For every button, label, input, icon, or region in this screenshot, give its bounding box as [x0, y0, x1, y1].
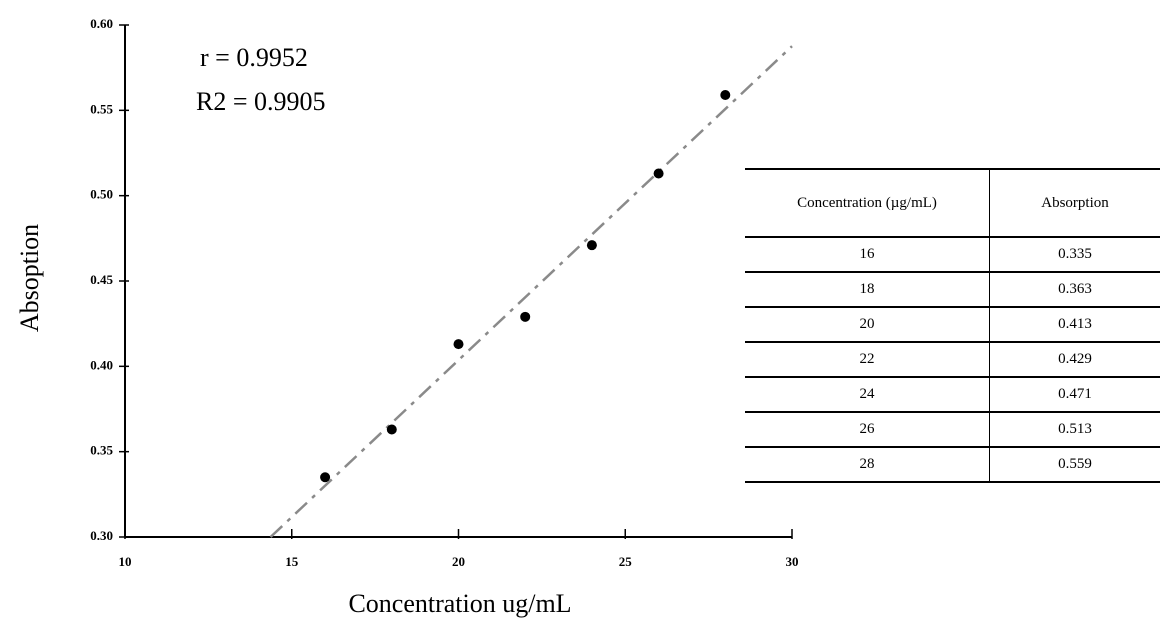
- table-cell: 18: [745, 271, 990, 308]
- y-tick-label: 0.30: [90, 528, 113, 543]
- data-table: Concentration (µg/mL) Absorption 16 0.335 18…: [745, 168, 1160, 483]
- point: [520, 311, 531, 322]
- y-tick-label: 0.40: [90, 357, 113, 372]
- x-tick-label: 10: [119, 554, 132, 569]
- trend-line: [269, 45, 793, 538]
- table-row: 26 0.513: [745, 411, 1160, 448]
- table-cell: 0.429: [989, 341, 1160, 378]
- y-tick-label: 0.45: [90, 272, 113, 287]
- y-tick-label: 0.60: [90, 16, 113, 31]
- table-cell: 16: [745, 236, 990, 273]
- annotation: r = 0.9952: [200, 43, 308, 72]
- table-row: 22 0.429: [745, 341, 1160, 378]
- header-row: Concentration (µg/mL) Absorption: [745, 168, 1160, 238]
- table-cell: 0.363: [989, 271, 1160, 308]
- point: [653, 168, 664, 179]
- point: [453, 339, 464, 350]
- table-cell: 0.335: [989, 236, 1160, 273]
- table-cell: 0.559: [989, 446, 1160, 483]
- y-tick-label: 0.50: [90, 187, 113, 202]
- chart: r = 0.9952 R2 = 0.9905 Concentration ug/…: [15, 16, 799, 618]
- x-tick-label: 20: [452, 554, 465, 569]
- table-row: 16 0.335: [745, 236, 1160, 273]
- x-tick-label: 15: [285, 554, 299, 569]
- table-row: 20 0.413: [745, 306, 1160, 343]
- point: [320, 472, 331, 483]
- x-axis-label: Concentration ug/mL: [348, 589, 571, 618]
- table-cell: 28: [745, 446, 990, 483]
- table-row: 28 0.559: [745, 446, 1160, 483]
- table-cell: 26: [745, 411, 990, 448]
- x-tick-label: 30: [786, 554, 799, 569]
- annotation: R2 = 0.9905: [196, 87, 326, 116]
- point: [720, 89, 731, 100]
- table-row: 18 0.363: [745, 271, 1160, 308]
- y-axis-label: Absoption: [15, 224, 44, 332]
- table-cell: 20: [745, 306, 990, 343]
- header-cell: Concentration (µg/mL): [745, 168, 990, 238]
- table-cell: 0.471: [989, 376, 1160, 413]
- y-tick-label: 0.35: [90, 443, 113, 458]
- table-cell: 24: [745, 376, 990, 413]
- y-tick-label: 0.55: [90, 101, 113, 116]
- point: [586, 240, 597, 251]
- x-tick-label: 25: [619, 554, 633, 569]
- table-cell: 0.513: [989, 411, 1160, 448]
- table-row: 24 0.471: [745, 376, 1160, 413]
- point: [386, 424, 397, 435]
- header-cell: Absorption: [989, 168, 1160, 238]
- table-cell: 0.413: [989, 306, 1160, 343]
- table-cell: 22: [745, 341, 990, 378]
